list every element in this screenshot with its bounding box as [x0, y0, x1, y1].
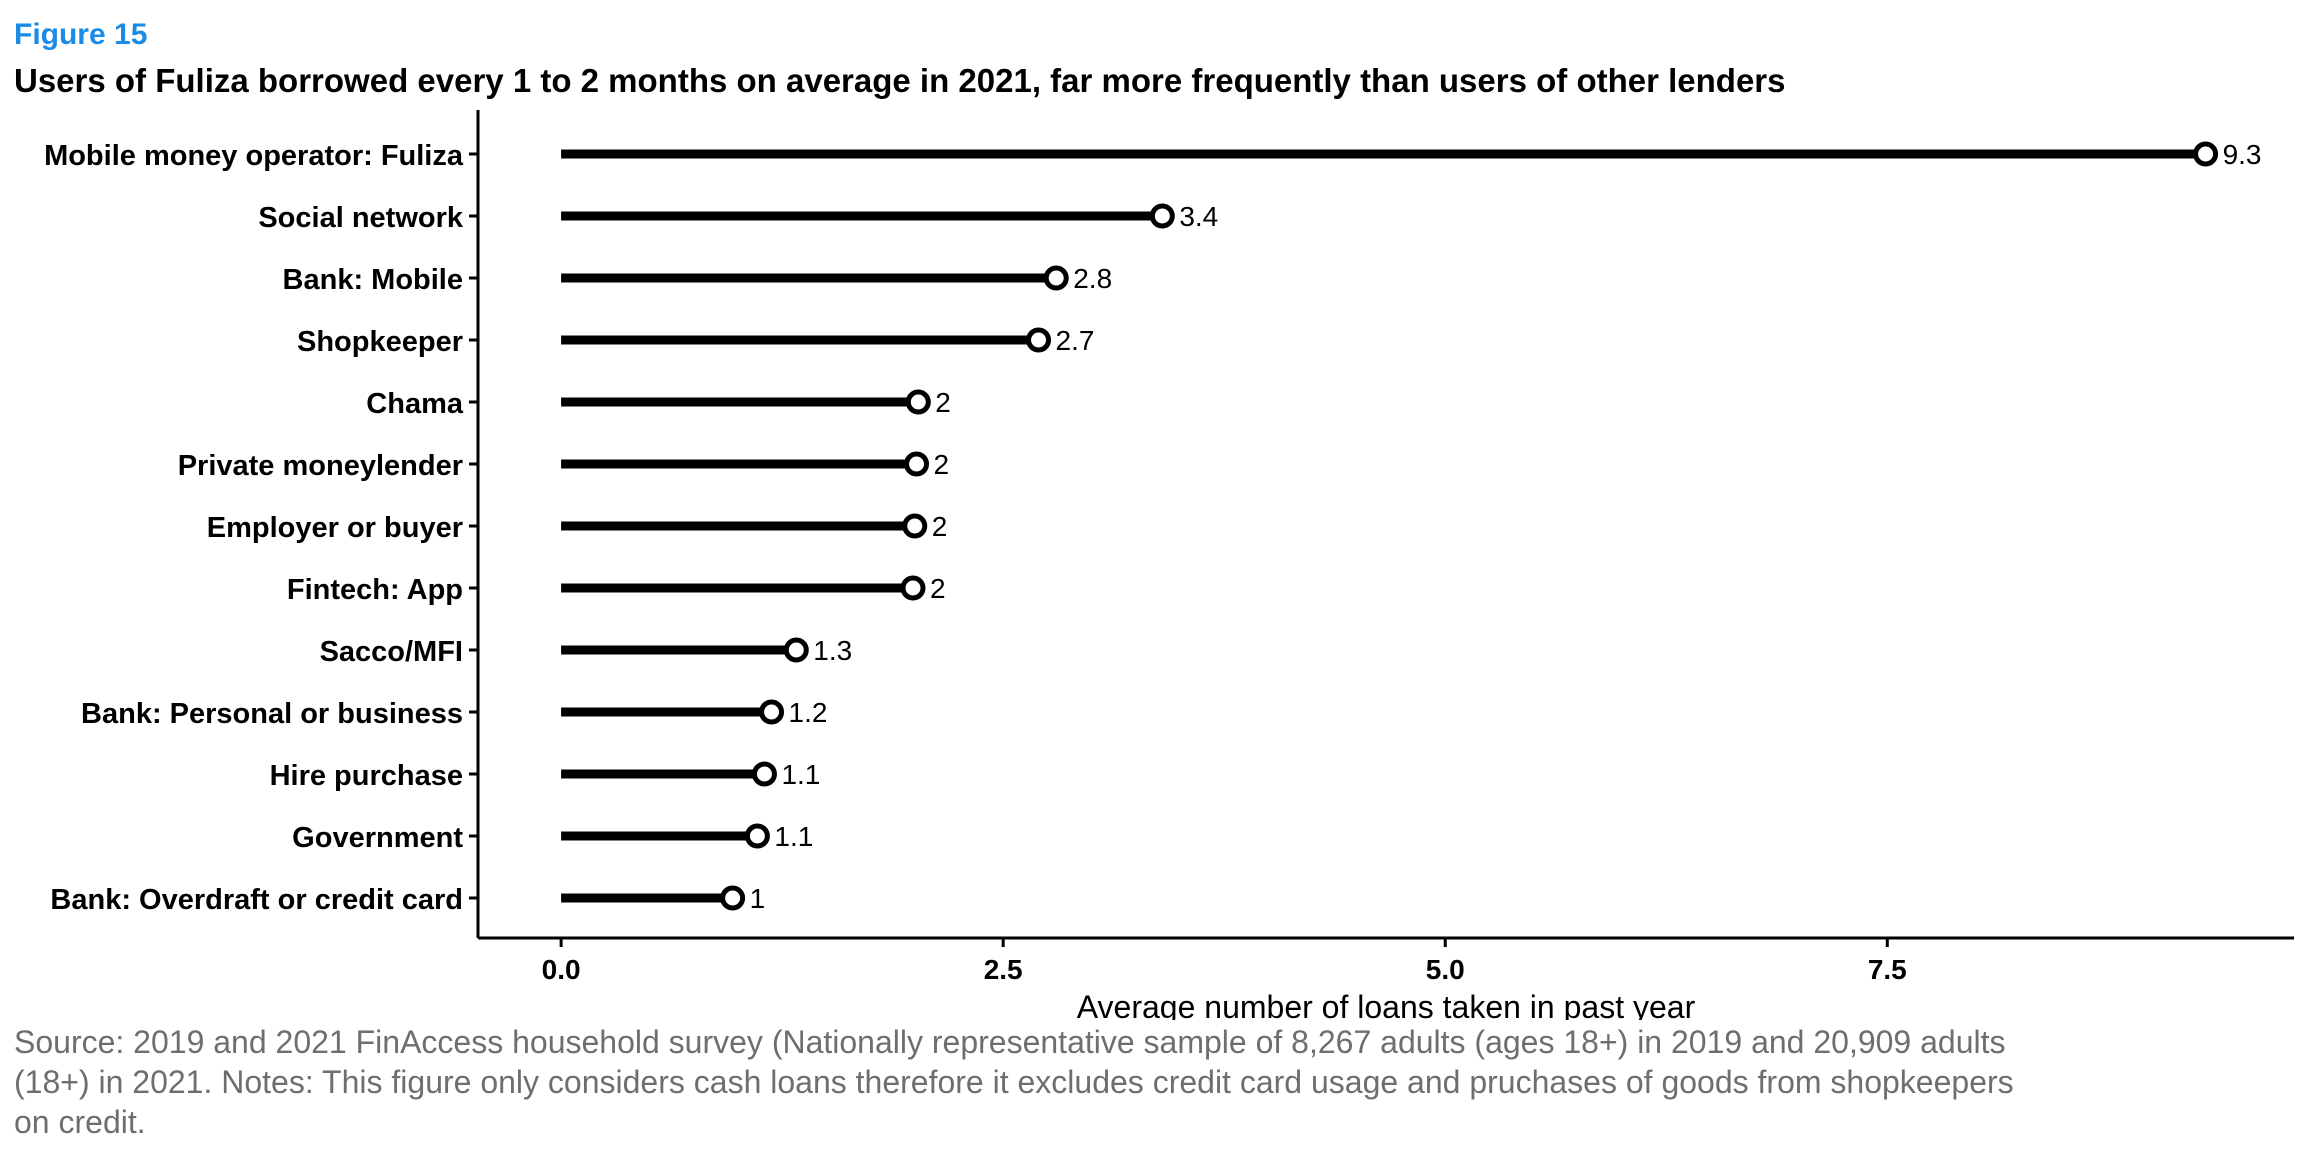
lollipop-marker	[1026, 327, 1052, 353]
lollipop-marker	[900, 575, 926, 601]
data-label: 1	[750, 883, 766, 914]
category-label: Chama	[366, 388, 464, 420]
data-label: 1.3	[813, 635, 852, 666]
category-label: Mobile money operator: Fuliza	[44, 140, 464, 172]
source-note: Source: 2019 and 2021 FinAccess househol…	[14, 1024, 2014, 1140]
data-label: 2.7	[1056, 325, 1095, 356]
data-label: 9.3	[2223, 139, 2262, 170]
data-label: 3.4	[1179, 201, 1218, 232]
lollipop-marker	[720, 885, 746, 911]
data-label: 2	[932, 511, 948, 542]
category-label: Employer or buyer	[207, 512, 463, 544]
lollipop-marker	[759, 699, 785, 725]
category-label: Bank: Overdraft or credit card	[50, 884, 463, 916]
lollipop-marker	[751, 761, 777, 787]
lollipop-marker	[1149, 203, 1175, 229]
chart-title: Users of Fuliza borrowed every 1 to 2 mo…	[14, 62, 1786, 99]
lollipop-marker	[744, 823, 770, 849]
category-label: Government	[292, 822, 463, 854]
x-axis-label: Average number of loans taken in past ye…	[1077, 989, 1696, 1020]
x-tick-label: 5.0	[1426, 954, 1465, 985]
category-label: Shopkeeper	[297, 326, 463, 358]
data-label: 2	[930, 573, 946, 604]
data-label: 1.2	[789, 697, 828, 728]
data-label: 1.1	[774, 821, 813, 852]
lollipop-chart: Mobile money operator: Fuliza 9.3 Social n…	[44, 110, 2294, 1020]
category-label: Fintech: App	[287, 574, 463, 606]
lollipop-marker	[905, 389, 931, 415]
data-label: 2.8	[1073, 263, 1112, 294]
figure-label: Figure 15	[14, 18, 148, 51]
category-label: Bank: Personal or business	[81, 698, 463, 730]
category-label: Social network	[258, 202, 464, 234]
category-label: Hire purchase	[270, 760, 463, 792]
category-label: Sacco/MFI	[320, 636, 463, 668]
data-label: 2	[935, 387, 951, 418]
x-tick-label: 7.5	[1868, 954, 1907, 985]
x-tick-label: 0.0	[542, 954, 581, 985]
lollipop-marker	[1043, 265, 1069, 291]
lollipop-marker	[2193, 141, 2219, 167]
lollipop-marker	[904, 451, 930, 477]
category-label: Bank: Mobile	[283, 264, 463, 296]
category-label: Private moneylender	[178, 450, 463, 482]
x-tick-label: 2.5	[984, 954, 1023, 985]
lollipop-marker	[783, 637, 809, 663]
data-label: 2	[934, 449, 950, 480]
data-label: 1.1	[781, 759, 820, 790]
lollipop-marker	[902, 513, 928, 539]
